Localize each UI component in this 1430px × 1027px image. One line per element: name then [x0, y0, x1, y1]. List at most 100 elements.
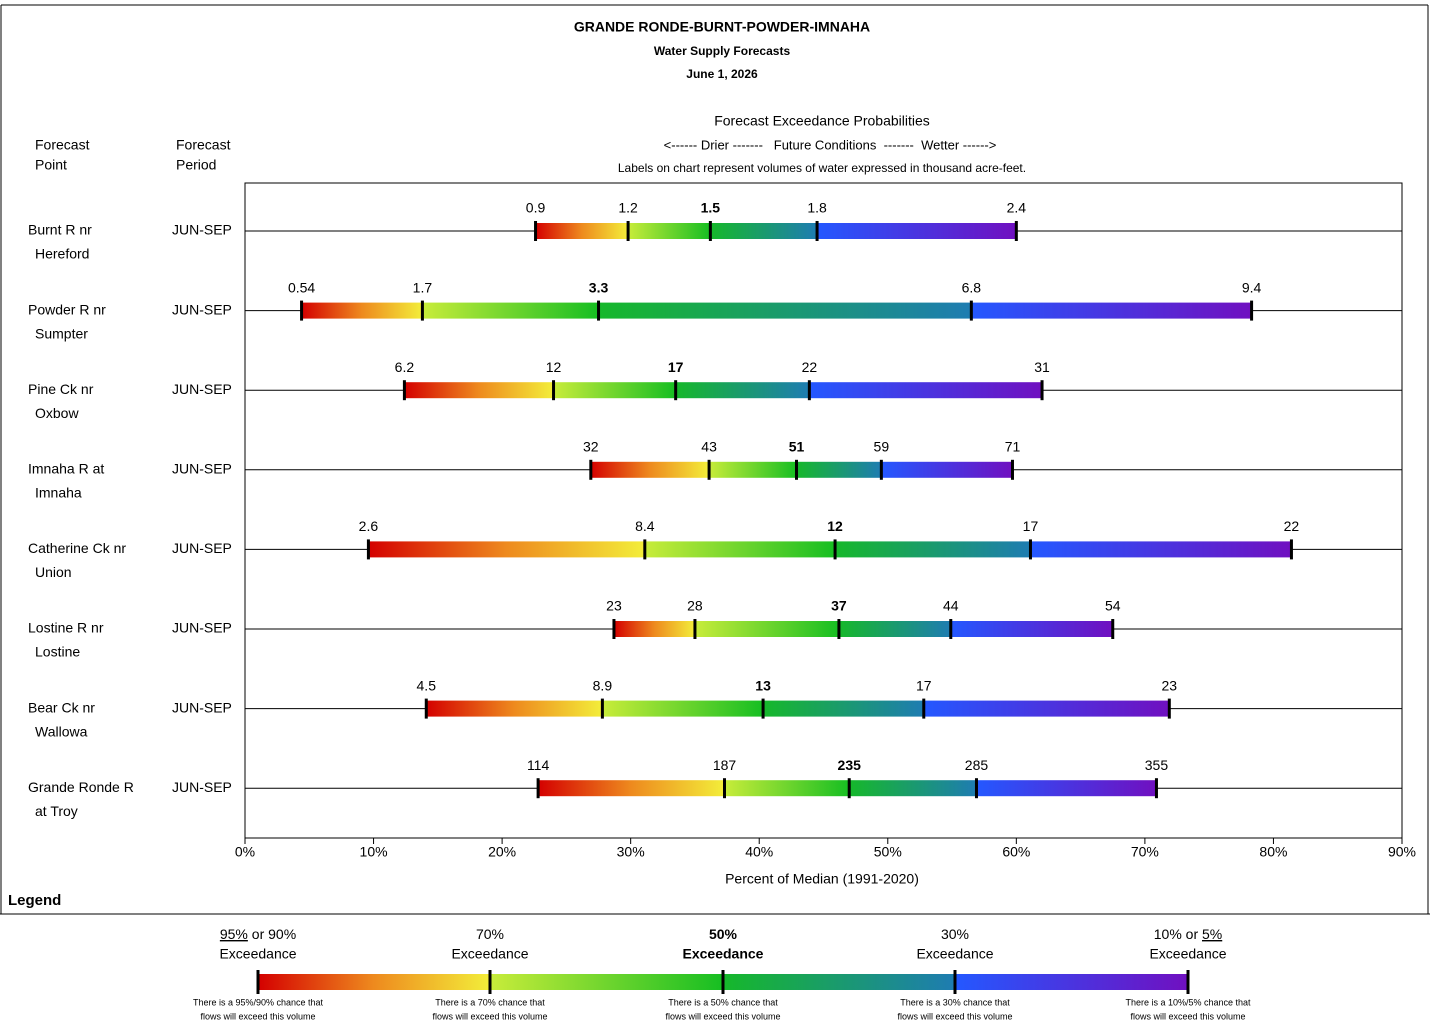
volume-label: 0.9 — [526, 200, 546, 216]
legend-probability-part: 5% — [1202, 926, 1222, 942]
volume-label: 114 — [527, 757, 550, 773]
volume-label: 43 — [701, 439, 717, 455]
exceedance-segment — [602, 700, 764, 717]
forecast-point: Bear Ck nr — [28, 699, 95, 715]
volume-label: 9.4 — [1242, 279, 1262, 295]
legend-probability: 50% — [709, 926, 738, 942]
volume-label: 1.7 — [413, 279, 433, 295]
x-tick-label: 40% — [745, 844, 773, 860]
volume-label: 3.3 — [589, 279, 609, 295]
forecast-period: JUN-SEP — [172, 222, 232, 238]
forecast-point: Wallowa — [35, 723, 88, 739]
volume-label: 6.8 — [962, 279, 982, 295]
exceedance-segment — [422, 302, 599, 319]
forecast-period: JUN-SEP — [172, 381, 232, 397]
volume-label: 23 — [606, 598, 622, 614]
legend-note: There is a 95%/90% chance that — [193, 997, 324, 1007]
exceedance-segment — [628, 223, 711, 239]
volume-label: 17 — [916, 677, 932, 693]
exceedance-segment — [535, 223, 629, 239]
legend-word: Exceedance — [683, 946, 764, 962]
volume-label: 2.6 — [359, 518, 379, 534]
exceedance-segment — [644, 541, 836, 558]
volume-label: 17 — [1023, 518, 1039, 534]
exceedance-segment — [598, 302, 972, 319]
legend-probability: 70% — [476, 926, 504, 942]
legend-segment — [723, 974, 955, 990]
legend-probability-part: 30% — [941, 926, 969, 942]
volume-label: 285 — [965, 757, 989, 773]
forecast-point: Grande Ronde R — [28, 779, 134, 795]
legend-note: There is a 50% chance that — [668, 997, 778, 1007]
x-tick-label: 80% — [1259, 844, 1287, 860]
forecast-point: at Troy — [35, 803, 78, 819]
volume-label: 355 — [1145, 757, 1169, 773]
column-header: Point — [35, 157, 67, 173]
x-tick-label: 90% — [1388, 844, 1416, 860]
exceedance-segment — [971, 302, 1252, 319]
forecast-point: Powder R nr — [28, 301, 106, 317]
legend-segment — [490, 974, 723, 990]
exceedance-segment — [694, 621, 839, 637]
legend-segment — [258, 974, 490, 990]
exceedance-segment — [301, 302, 423, 319]
exceedance-segment — [675, 382, 810, 399]
exceedance-segment — [950, 621, 1113, 637]
volume-label: 187 — [713, 757, 737, 773]
volume-label: 12 — [546, 359, 562, 375]
legend-word: Exceedance — [1149, 946, 1226, 962]
volume-label: 32 — [583, 439, 599, 455]
subtitle: Water Supply Forecasts — [654, 44, 791, 58]
forecast-point: Lostine R nr — [28, 620, 104, 636]
legend-probability-part: or 90% — [248, 926, 296, 942]
volume-label: 13 — [755, 677, 771, 693]
legend-note: flows will exceed this volume — [897, 1011, 1012, 1021]
probabilities-heading: Forecast Exceedance Probabilities — [714, 113, 930, 129]
exceedance-segment — [590, 461, 710, 478]
x-tick-label: 50% — [874, 844, 902, 860]
exceedance-segment — [426, 700, 603, 717]
forecast-period: JUN-SEP — [172, 540, 232, 556]
legend-word: Exceedance — [916, 946, 993, 962]
volume-label: 59 — [874, 439, 890, 455]
column-header: Period — [176, 157, 216, 173]
exceedance-segment — [976, 780, 1157, 797]
x-tick-label: 10% — [360, 844, 388, 860]
volume-label: 2.4 — [1007, 200, 1027, 216]
volume-label: 4.5 — [417, 677, 437, 693]
forecast-point: Burnt R nr — [28, 222, 92, 238]
exceedance-segment — [1030, 541, 1292, 558]
exceedance-segment — [710, 223, 818, 239]
exceedance-segment — [724, 780, 850, 797]
volume-label: 1.5 — [701, 200, 721, 216]
forecast-period: JUN-SEP — [172, 699, 232, 715]
exceedance-segment — [709, 461, 797, 478]
x-tick-label: 20% — [488, 844, 516, 860]
x-tick-label: 0% — [235, 844, 255, 860]
volume-label: 22 — [1284, 518, 1300, 534]
forecast-period: JUN-SEP — [172, 301, 232, 317]
forecast-point: Catherine Ck nr — [28, 540, 126, 556]
legend-note: There is a 30% chance that — [900, 997, 1010, 1007]
legend-note: flows will exceed this volume — [1130, 1011, 1245, 1021]
exceedance-segment — [613, 621, 695, 637]
volume-label: 71 — [1005, 439, 1021, 455]
volume-label: 22 — [802, 359, 818, 375]
volume-label: 8.4 — [635, 518, 655, 534]
exceedance-segment — [817, 223, 1017, 239]
legend-probability-part: 10% or — [1154, 926, 1202, 942]
chart-title: GRANDE RONDE-BURNT-POWDER-IMNAHA — [574, 19, 870, 35]
exceedance-segment — [538, 780, 725, 797]
volume-label: 37 — [831, 598, 847, 614]
volume-label: 6.2 — [395, 359, 415, 375]
legend-probability-part: 95% — [220, 926, 248, 942]
legend-probability: 95% or 90% — [220, 926, 296, 942]
legend-note: There is a 10%/5% chance that — [1125, 997, 1251, 1007]
exceedance-segment — [849, 780, 977, 797]
volume-label: 28 — [687, 598, 703, 614]
volume-label: 1.2 — [618, 200, 638, 216]
x-axis-label: Percent of Median (1991-2020) — [725, 871, 919, 887]
volume-label: 51 — [789, 439, 805, 455]
volume-label: 1.8 — [807, 200, 827, 216]
forecast-point: Imnaha R at — [28, 461, 104, 477]
